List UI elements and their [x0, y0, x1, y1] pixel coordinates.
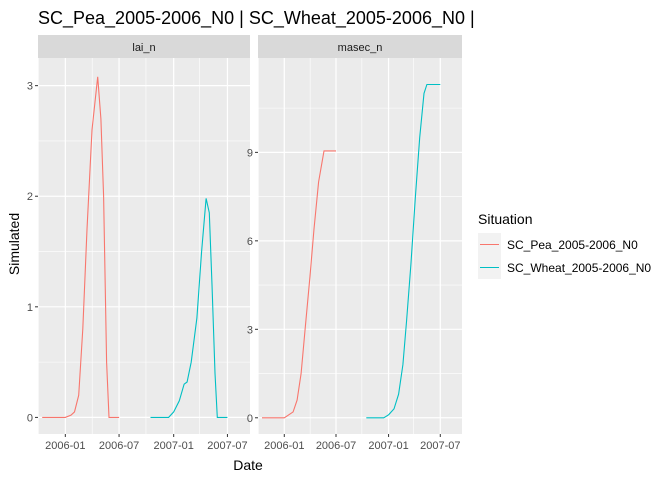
y-tick-label: 6	[247, 236, 253, 248]
facet-strip	[38, 35, 250, 58]
series-line-SC_Wheat_2005-2006_N0	[366, 83, 441, 419]
legend-label: SC_Pea_2005-2006_N0	[507, 238, 638, 252]
panel-background	[258, 58, 462, 434]
y-tick-label: 1	[27, 302, 33, 314]
facet-strip	[258, 35, 462, 58]
series-line-SC_Pea_2005-2006_N0	[42, 76, 120, 418]
facet-masec_n: masec_n 0 3 6 9 2006-01 2006-07 2007-01 2007-07	[247, 35, 462, 452]
x-tick-label: 2006-07	[99, 440, 139, 452]
y-tick-label: 3	[247, 324, 253, 336]
x-tick-label: 2006-01	[45, 440, 85, 452]
x-axis-title: Date	[233, 457, 263, 473]
x-tick-label: 2007-07	[420, 440, 460, 452]
legend: Situation SC_Pea_2005-2006_N0 SC_Wheat_20…	[478, 211, 651, 279]
facet-strip-label: masec_n	[338, 42, 383, 54]
y-tick-label: 9	[247, 147, 253, 159]
series-line-SC_Pea_2005-2006_N0	[262, 150, 336, 419]
chart-title: SC_Pea_2005-2006_N0 | SC_Wheat_2005-2006…	[38, 8, 475, 29]
x-tick-label: 2006-07	[316, 440, 356, 452]
series-line-SC_Wheat_2005-2006_N0	[150, 198, 228, 418]
y-tick-label: 3	[27, 81, 33, 93]
facet-lai_n: lai_n 0 1 2 3 2006-01 2006-07 2007-01 2007-07	[27, 35, 250, 452]
x-tick-label: 2007-01	[154, 440, 194, 452]
legend-label: SC_Wheat_2005-2006_N0	[507, 261, 651, 275]
panel-background	[38, 58, 250, 434]
x-tick-label: 2006-01	[264, 440, 304, 452]
y-tick-label: 0	[27, 412, 33, 424]
y-axis-title: Simulated	[6, 213, 22, 275]
facet-strip-label: lai_n	[132, 42, 155, 54]
y-tick-label: 2	[27, 191, 33, 203]
x-tick-label: 2007-07	[207, 440, 247, 452]
legend-title: Situation	[478, 211, 532, 227]
x-tick-label: 2007-01	[368, 440, 408, 452]
y-tick-label: 0	[247, 413, 253, 425]
